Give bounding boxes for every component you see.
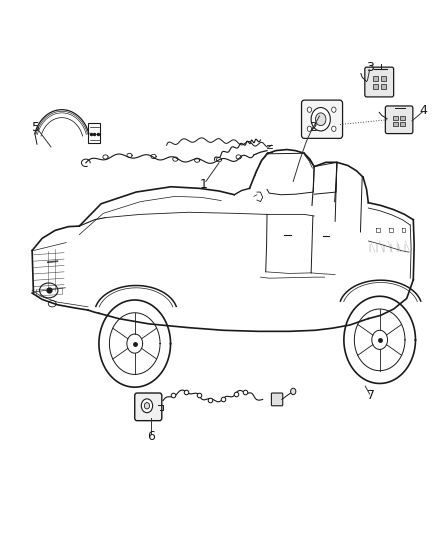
FancyBboxPatch shape (385, 106, 413, 134)
FancyBboxPatch shape (381, 76, 386, 82)
Text: 4: 4 (420, 104, 427, 117)
FancyBboxPatch shape (88, 123, 100, 143)
Ellipse shape (39, 283, 58, 298)
Circle shape (311, 108, 330, 131)
FancyBboxPatch shape (272, 393, 283, 406)
FancyBboxPatch shape (373, 84, 378, 89)
FancyBboxPatch shape (373, 76, 378, 82)
Circle shape (290, 388, 296, 394)
Circle shape (332, 107, 336, 112)
FancyBboxPatch shape (400, 122, 405, 126)
FancyBboxPatch shape (365, 67, 394, 97)
Circle shape (307, 126, 311, 132)
Circle shape (307, 107, 311, 112)
FancyBboxPatch shape (393, 122, 398, 126)
Circle shape (141, 399, 152, 413)
Text: 2: 2 (309, 120, 317, 134)
Circle shape (332, 126, 336, 132)
Text: 7: 7 (367, 389, 375, 402)
Circle shape (145, 402, 150, 409)
FancyBboxPatch shape (381, 84, 386, 89)
Text: 5: 5 (32, 120, 39, 134)
Text: 1: 1 (200, 177, 208, 191)
Ellipse shape (48, 301, 56, 307)
FancyBboxPatch shape (301, 100, 343, 139)
FancyBboxPatch shape (135, 393, 162, 421)
Text: 3: 3 (367, 61, 374, 74)
Circle shape (315, 113, 326, 126)
FancyBboxPatch shape (400, 116, 405, 120)
Text: 6: 6 (148, 430, 155, 442)
FancyBboxPatch shape (393, 116, 398, 120)
